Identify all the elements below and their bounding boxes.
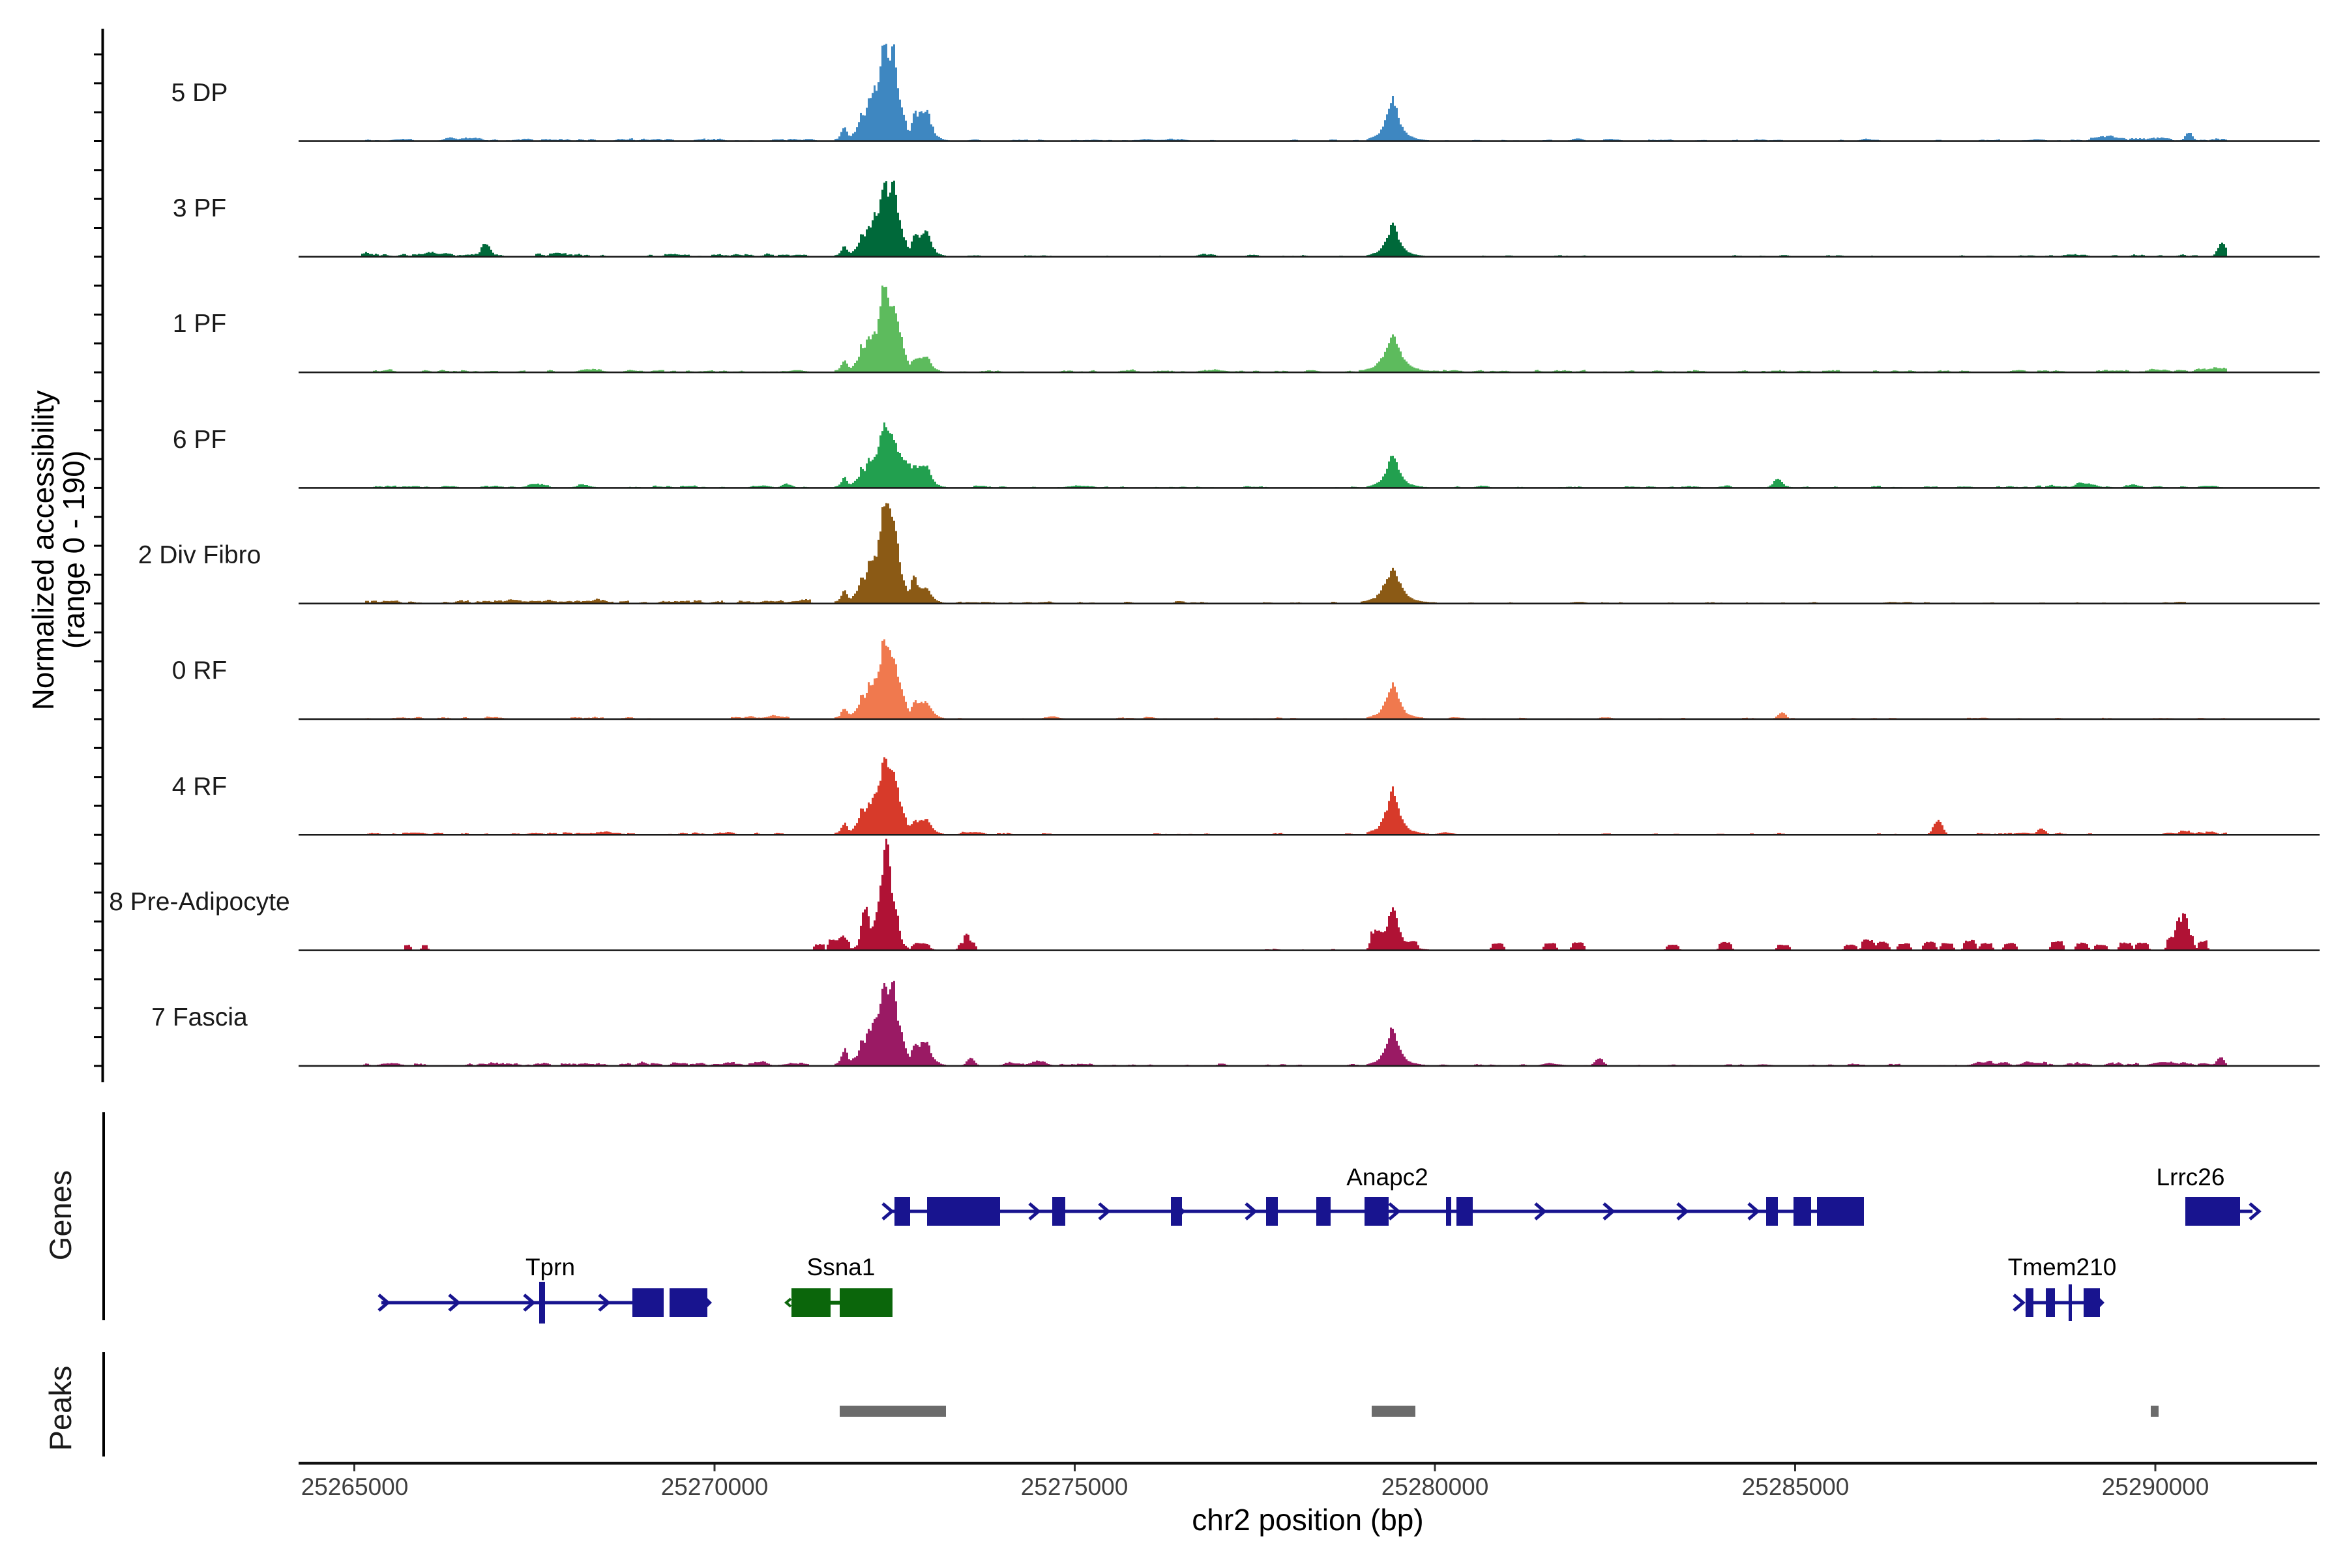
svg-text:Tmem210: Tmem210 — [2008, 1254, 2117, 1280]
svg-text:25270000: 25270000 — [661, 1473, 769, 1500]
svg-text:5 DP: 5 DP — [171, 79, 228, 107]
svg-text:25275000: 25275000 — [1021, 1473, 1129, 1500]
svg-text:Tprn: Tprn — [525, 1254, 575, 1280]
svg-text:Lrrc26: Lrrc26 — [2157, 1164, 2225, 1191]
svg-text:25285000: 25285000 — [1742, 1473, 1850, 1500]
svg-text:1 PF: 1 PF — [173, 310, 226, 338]
svg-text:7 Fascia: 7 Fascia — [151, 1003, 248, 1031]
svg-text:Ssna1: Ssna1 — [807, 1254, 876, 1280]
svg-text:25290000: 25290000 — [2102, 1473, 2209, 1500]
svg-text:Genes: Genes — [43, 1170, 78, 1260]
svg-text:0 RF: 0 RF — [172, 657, 228, 685]
svg-text:Normalized accessibility: Normalized accessibility — [26, 391, 60, 711]
svg-text:6 PF: 6 PF — [173, 426, 226, 454]
svg-text:3 PF: 3 PF — [173, 194, 226, 222]
svg-text:Anapc2: Anapc2 — [1346, 1164, 1428, 1191]
svg-text:2 Div Fibro: 2 Div Fibro — [138, 541, 261, 569]
svg-text:8 Pre-Adipocyte: 8 Pre-Adipocyte — [109, 888, 289, 916]
svg-text:4 RF: 4 RF — [172, 773, 228, 801]
svg-text:chr2 position (bp): chr2 position (bp) — [1192, 1503, 1423, 1537]
svg-text:25265000: 25265000 — [301, 1473, 409, 1500]
svg-text:25280000: 25280000 — [1381, 1473, 1489, 1500]
svg-text:(range 0 - 190): (range 0 - 190) — [57, 451, 91, 649]
svg-text:Peaks: Peaks — [43, 1366, 78, 1451]
